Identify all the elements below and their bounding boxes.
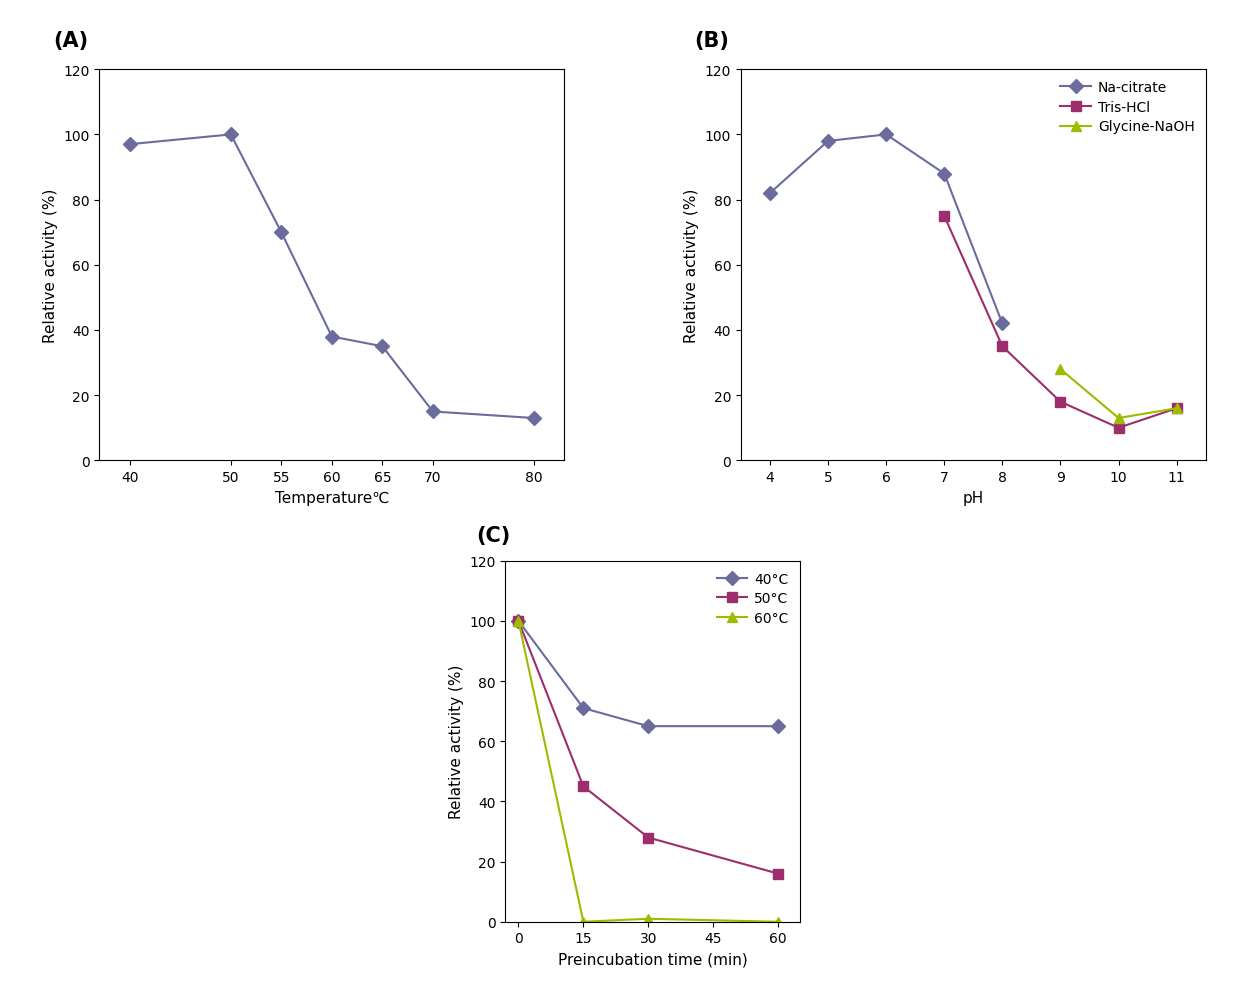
60°C bbox=[576, 916, 590, 928]
Y-axis label: Relative activity (%): Relative activity (%) bbox=[449, 664, 464, 819]
Na-citrate bbox=[762, 187, 777, 199]
Legend: Na-citrate, Tris-HCl, Glycine-NaOH: Na-citrate, Tris-HCl, Glycine-NaOH bbox=[1057, 77, 1198, 138]
Line: Na-citrate: Na-citrate bbox=[766, 130, 1007, 329]
Glycine-NaOH bbox=[1053, 364, 1068, 376]
Y-axis label: Relative activity (%): Relative activity (%) bbox=[42, 188, 57, 343]
X-axis label: Preincubation time (min): Preincubation time (min) bbox=[558, 951, 747, 966]
Text: (C): (C) bbox=[476, 525, 511, 545]
50°C bbox=[771, 868, 786, 880]
Na-citrate bbox=[820, 135, 835, 147]
40°C bbox=[641, 720, 656, 732]
X-axis label: Temperature℃: Temperature℃ bbox=[275, 490, 389, 505]
Line: 60°C: 60°C bbox=[513, 616, 783, 927]
Glycine-NaOH bbox=[1111, 413, 1126, 425]
50°C bbox=[576, 781, 590, 793]
Na-citrate bbox=[994, 318, 1009, 330]
50°C bbox=[641, 832, 656, 844]
Na-citrate bbox=[937, 168, 952, 180]
40°C bbox=[576, 702, 590, 714]
Line: 50°C: 50°C bbox=[513, 616, 783, 879]
Text: (B): (B) bbox=[695, 31, 730, 51]
Y-axis label: Relative activity (%): Relative activity (%) bbox=[684, 188, 700, 343]
60°C bbox=[511, 615, 526, 627]
60°C bbox=[641, 913, 656, 925]
Line: 40°C: 40°C bbox=[513, 616, 783, 731]
Tris-HCl bbox=[937, 210, 952, 222]
60°C bbox=[771, 916, 786, 928]
40°C bbox=[771, 720, 786, 732]
50°C bbox=[511, 615, 526, 627]
Glycine-NaOH bbox=[1170, 403, 1185, 415]
40°C bbox=[511, 615, 526, 627]
Line: Tris-HCl: Tris-HCl bbox=[940, 211, 1182, 433]
Tris-HCl bbox=[1111, 423, 1126, 435]
Tris-HCl bbox=[994, 341, 1009, 353]
Line: Glycine-NaOH: Glycine-NaOH bbox=[1055, 365, 1182, 424]
Tris-HCl bbox=[1170, 403, 1185, 415]
Na-citrate bbox=[879, 129, 894, 141]
Tris-HCl bbox=[1053, 396, 1068, 409]
Legend: 40°C, 50°C, 60°C: 40°C, 50°C, 60°C bbox=[712, 568, 793, 629]
X-axis label: pH: pH bbox=[962, 490, 984, 505]
Text: (A): (A) bbox=[53, 31, 88, 51]
